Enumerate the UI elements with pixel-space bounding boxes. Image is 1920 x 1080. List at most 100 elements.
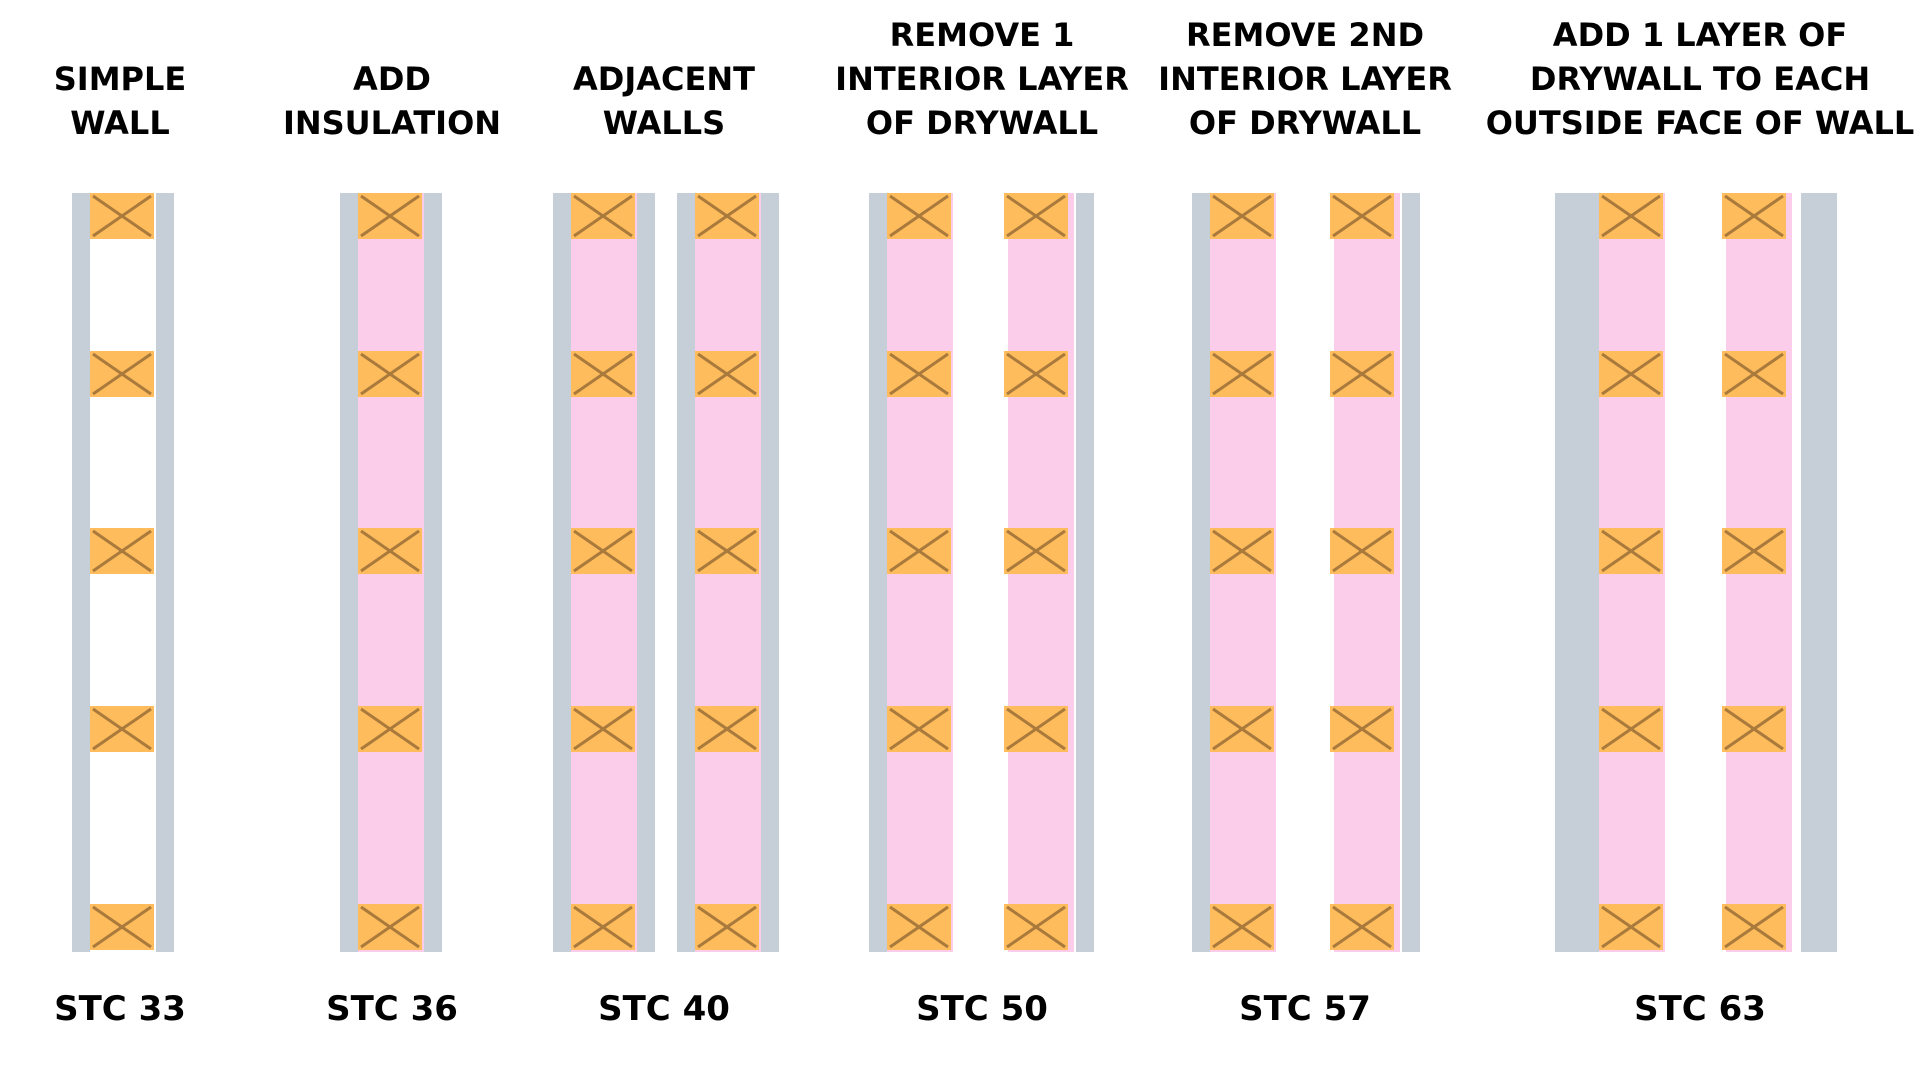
stud-icon xyxy=(358,706,422,752)
wall-title-line: OF DRYWALL xyxy=(866,104,1098,142)
stc-rating: STC 50 xyxy=(916,989,1048,1029)
stud-icon xyxy=(358,904,422,950)
stud-icon xyxy=(1004,904,1068,950)
wall-title: REMOVE 2ND INTERIOR LAYER OF DRYWALL xyxy=(1158,16,1452,142)
stud-icon xyxy=(1210,904,1274,950)
stud-cross-line xyxy=(1332,905,1392,949)
stud-cross-line xyxy=(92,352,152,396)
stud-cross-line xyxy=(697,194,757,238)
stud-icon xyxy=(358,351,422,397)
stud-cross-line xyxy=(1006,707,1066,751)
stud-icon xyxy=(358,193,422,239)
stud-cross-line xyxy=(1332,707,1392,751)
wall-titles: SIMPLE WALL ADD INSULATION ADJACENT WALLS REMO… xyxy=(54,16,1915,142)
stud-icon xyxy=(1330,528,1394,574)
stud-cross-line xyxy=(1212,707,1272,751)
drywall-layer xyxy=(761,193,779,952)
wall-title: ADJACENT WALLS xyxy=(573,60,755,142)
stud-icon xyxy=(887,528,951,574)
stud-cross-line xyxy=(697,905,757,949)
wall-title-line: WALLS xyxy=(603,104,725,142)
wall-title: SIMPLE WALL xyxy=(54,60,187,142)
wall-title-line: ADJACENT xyxy=(573,60,755,98)
stud-icon xyxy=(90,193,154,239)
stud-icon xyxy=(887,193,951,239)
drywall-layer xyxy=(1192,193,1210,952)
stc-rating: STC 36 xyxy=(326,989,458,1029)
stud-icon xyxy=(695,193,759,239)
wall-title-line: ADD 1 LAYER OF xyxy=(1553,16,1847,54)
wall-section xyxy=(1555,193,1837,952)
drywall-layer xyxy=(340,193,358,952)
stud-icon xyxy=(1722,193,1786,239)
wall-title: ADD 1 LAYER OF DRYWALL TO EACH OUTSIDE FAC… xyxy=(1486,16,1915,142)
stud-cross-line xyxy=(573,707,633,751)
drywall-layer xyxy=(1819,193,1837,952)
stud-cross-line xyxy=(1332,352,1392,396)
drywall-layer xyxy=(1581,193,1599,952)
stud-cross-line xyxy=(360,707,420,751)
stud-icon xyxy=(1210,528,1274,574)
stud-cross-line xyxy=(92,707,152,751)
stud-cross-line xyxy=(889,707,949,751)
wall-section xyxy=(869,193,1094,952)
stud-icon xyxy=(1599,706,1663,752)
wall-title-line: DRYWALL TO EACH xyxy=(1530,60,1870,98)
stud-icon xyxy=(1599,351,1663,397)
wall-title-line: WALL xyxy=(70,104,169,142)
stud-icon xyxy=(358,528,422,574)
wall-title-line: INTERIOR LAYER xyxy=(1158,60,1452,98)
stud-cross-line xyxy=(92,529,152,573)
drywall-layer xyxy=(1402,193,1420,952)
drywall-layer xyxy=(1555,193,1581,952)
wall-section xyxy=(553,193,779,952)
stud-cross-line xyxy=(1724,194,1784,238)
stud-icon xyxy=(1722,904,1786,950)
stud-cross-line xyxy=(1724,352,1784,396)
stud-cross-line xyxy=(889,194,949,238)
wall-title-line: OF DRYWALL xyxy=(1189,104,1421,142)
stud-icon xyxy=(695,904,759,950)
stud-icon xyxy=(1330,706,1394,752)
stc-rating: STC 33 xyxy=(54,989,186,1029)
wall-title-line: OUTSIDE FACE OF WALL xyxy=(1486,104,1915,142)
stud-icon xyxy=(1210,351,1274,397)
stud-cross-line xyxy=(889,352,949,396)
stud-icon xyxy=(1599,193,1663,239)
stud-cross-line xyxy=(1332,529,1392,573)
wall-sections xyxy=(72,193,1837,952)
stud-icon xyxy=(1722,528,1786,574)
stud-icon xyxy=(695,528,759,574)
wall-title-line: ADD xyxy=(353,60,431,98)
stud-cross-line xyxy=(360,529,420,573)
stud-cross-line xyxy=(1601,352,1661,396)
stud-cross-line xyxy=(889,905,949,949)
stud-icon xyxy=(1004,351,1068,397)
stud-cross-line xyxy=(1724,707,1784,751)
stud-icon xyxy=(1330,351,1394,397)
stud-icon xyxy=(887,904,951,950)
stud-icon xyxy=(571,193,635,239)
stud-cross-line xyxy=(1332,194,1392,238)
stud-icon xyxy=(90,706,154,752)
stud-cross-line xyxy=(697,529,757,573)
stud-icon xyxy=(571,904,635,950)
stud-cross-line xyxy=(92,194,152,238)
stud-icon xyxy=(1004,193,1068,239)
stud-cross-line xyxy=(1212,194,1272,238)
stud-icon xyxy=(571,706,635,752)
stc-rating: STC 40 xyxy=(598,989,730,1029)
stud-cross-line xyxy=(1006,905,1066,949)
stud-icon xyxy=(1004,528,1068,574)
stud-cross-line xyxy=(1724,529,1784,573)
wall-title-line: INTERIOR LAYER xyxy=(835,60,1129,98)
wall-section xyxy=(340,193,442,952)
wall-title-line: INSULATION xyxy=(283,104,501,142)
stud-cross-line xyxy=(697,352,757,396)
wall-title-line: REMOVE 2ND xyxy=(1186,16,1424,54)
stc-ratings: STC 33 STC 36 STC 40 STC 50 STC 57 STC 63 xyxy=(54,989,1766,1029)
stud-cross-line xyxy=(1212,529,1272,573)
stud-icon xyxy=(1210,193,1274,239)
drywall-layer xyxy=(553,193,571,952)
